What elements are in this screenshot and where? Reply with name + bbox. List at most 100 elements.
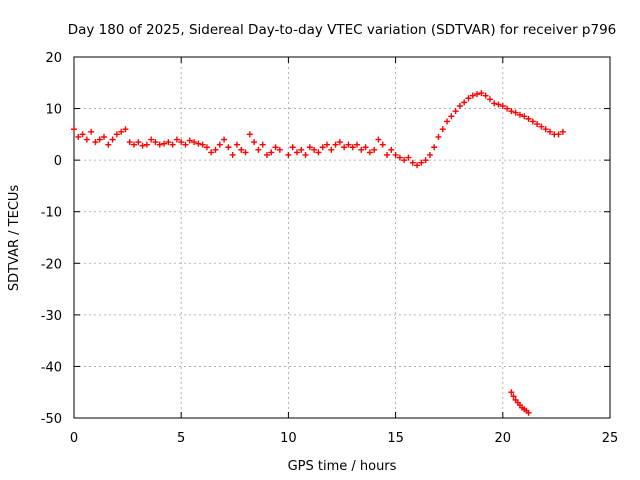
y-tick-label: 20	[45, 51, 62, 66]
data-point	[396, 154, 403, 161]
data-point	[186, 137, 193, 144]
points-layer	[71, 90, 566, 416]
grid-layer	[74, 57, 610, 418]
data-point	[96, 136, 103, 143]
ticks-layer: 0 5 10 15 20 25 -50 -40 -30 -20 -10 0 10 20	[41, 51, 619, 446]
y-tick-label: -10	[41, 206, 62, 221]
data-point	[139, 142, 146, 149]
data-point	[173, 136, 180, 143]
data-point	[435, 133, 442, 140]
data-point	[345, 141, 352, 148]
data-point	[165, 139, 172, 146]
y-tick-label: 10	[45, 103, 62, 118]
data-point	[71, 126, 77, 133]
data-point	[178, 139, 185, 146]
y-tick-label: -20	[41, 257, 62, 272]
data-point	[298, 146, 305, 153]
data-point	[546, 128, 553, 135]
data-point	[272, 144, 279, 151]
data-point	[341, 144, 348, 151]
data-point	[233, 141, 240, 148]
data-point	[161, 140, 168, 147]
data-point	[191, 139, 198, 146]
data-point	[126, 139, 133, 146]
data-point	[208, 149, 215, 156]
data-point	[371, 146, 378, 153]
data-point	[169, 141, 176, 148]
data-point	[182, 141, 189, 148]
data-point	[362, 144, 369, 151]
data-point	[336, 139, 343, 146]
chart-title: Day 180 of 2025, Sidereal Day-to-day VTE…	[68, 22, 617, 38]
x-tick-label: 20	[495, 431, 512, 446]
data-point	[113, 131, 120, 138]
data-point	[555, 131, 562, 138]
data-point	[238, 146, 245, 153]
data-point	[414, 162, 421, 169]
data-point	[101, 133, 108, 140]
data-point	[521, 113, 528, 120]
data-point	[388, 146, 395, 153]
data-point	[474, 91, 481, 98]
data-point	[118, 128, 125, 135]
data-point	[444, 118, 451, 125]
data-point	[83, 136, 90, 143]
data-point	[109, 136, 116, 143]
data-point	[216, 141, 223, 148]
data-point	[379, 141, 386, 148]
data-point	[255, 146, 262, 153]
data-point	[405, 154, 412, 161]
data-point	[495, 101, 502, 108]
data-point	[203, 144, 210, 151]
data-point	[482, 92, 489, 99]
data-point	[276, 146, 283, 153]
data-point	[315, 149, 322, 156]
data-point	[131, 141, 138, 148]
data-point	[242, 149, 249, 156]
data-point	[512, 109, 519, 116]
data-point	[426, 151, 433, 158]
data-point	[448, 113, 455, 120]
data-point	[285, 151, 292, 158]
data-point	[401, 157, 408, 164]
x-tick-label: 25	[602, 431, 619, 446]
data-point	[263, 151, 270, 158]
data-point	[143, 141, 150, 148]
data-point	[431, 144, 438, 151]
data-point	[328, 146, 335, 153]
data-point	[88, 128, 95, 135]
data-point	[259, 141, 266, 148]
y-axis-title: SDTVAR / TECUs	[7, 185, 22, 292]
data-point	[478, 90, 485, 97]
y-tick-label: -40	[41, 360, 62, 375]
data-point	[529, 118, 536, 125]
data-point	[510, 393, 517, 400]
data-point	[195, 140, 202, 147]
x-axis-title: GPS time / hours	[288, 459, 397, 474]
data-point	[199, 141, 206, 148]
x-tick-label: 0	[70, 431, 78, 446]
data-point	[525, 409, 532, 416]
data-point	[156, 141, 163, 148]
data-point	[439, 126, 446, 133]
data-point	[461, 99, 468, 106]
data-point	[212, 146, 219, 153]
data-point	[504, 105, 511, 112]
data-point	[392, 151, 399, 158]
data-point	[499, 102, 506, 109]
data-point	[135, 139, 142, 146]
data-point	[542, 126, 549, 133]
data-point	[122, 126, 129, 133]
data-point	[225, 144, 232, 151]
data-point	[486, 96, 493, 103]
data-point	[538, 123, 545, 130]
data-point	[418, 159, 425, 166]
data-point	[319, 144, 326, 151]
data-point	[246, 131, 253, 138]
data-point	[452, 108, 459, 115]
data-point	[311, 146, 318, 153]
data-point	[534, 121, 541, 128]
data-point	[422, 157, 429, 164]
data-point	[559, 128, 566, 135]
